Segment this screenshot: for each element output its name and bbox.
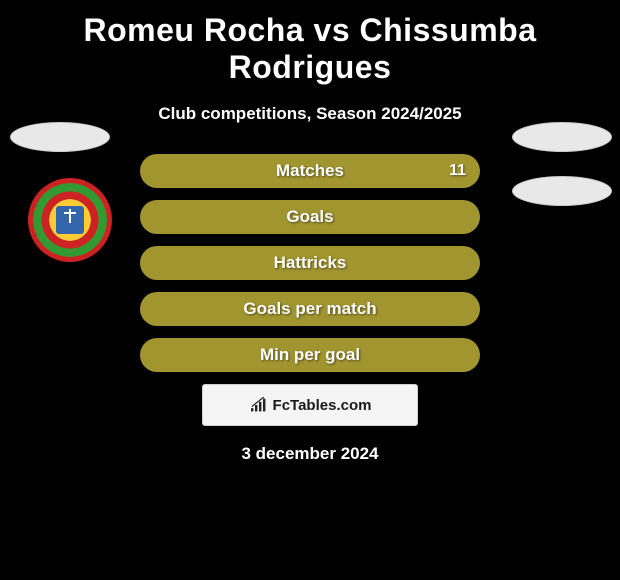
stat-row-hattricks: Hattricks bbox=[0, 246, 620, 280]
stat-bar-goals: Goals bbox=[140, 200, 480, 234]
stat-value-matches: 11 bbox=[449, 162, 466, 180]
attribution-content: FcTables.com bbox=[249, 397, 372, 414]
stat-bar-hattricks: Hattricks bbox=[140, 246, 480, 280]
date-text: 3 december 2024 bbox=[0, 444, 620, 464]
page-title: Romeu Rocha vs Chissumba Rodrigues bbox=[0, 0, 620, 86]
stat-label-goals: Goals bbox=[286, 207, 333, 227]
stat-row-goals: Goals bbox=[0, 200, 620, 234]
stat-row-mpg: Min per goal bbox=[0, 338, 620, 372]
stat-bar-mpg: Min per goal bbox=[140, 338, 480, 372]
attribution-text: FcTables.com bbox=[273, 397, 372, 414]
stat-label-hattricks: Hattricks bbox=[274, 253, 347, 273]
stat-label-gpm: Goals per match bbox=[243, 299, 376, 319]
stat-label-matches: Matches bbox=[276, 161, 344, 181]
stat-bar-gpm: Goals per match bbox=[140, 292, 480, 326]
stat-row-gpm: Goals per match bbox=[0, 292, 620, 326]
chart-icon bbox=[249, 397, 269, 413]
stat-bar-matches: Matches 11 bbox=[140, 154, 480, 188]
subtitle: Club competitions, Season 2024/2025 bbox=[0, 104, 620, 124]
stat-row-matches: Matches 11 bbox=[0, 154, 620, 188]
stat-label-mpg: Min per goal bbox=[260, 345, 360, 365]
stats-container: Matches 11 Goals Hattricks Goals per mat… bbox=[0, 124, 620, 464]
attribution-box[interactable]: FcTables.com bbox=[202, 384, 418, 426]
